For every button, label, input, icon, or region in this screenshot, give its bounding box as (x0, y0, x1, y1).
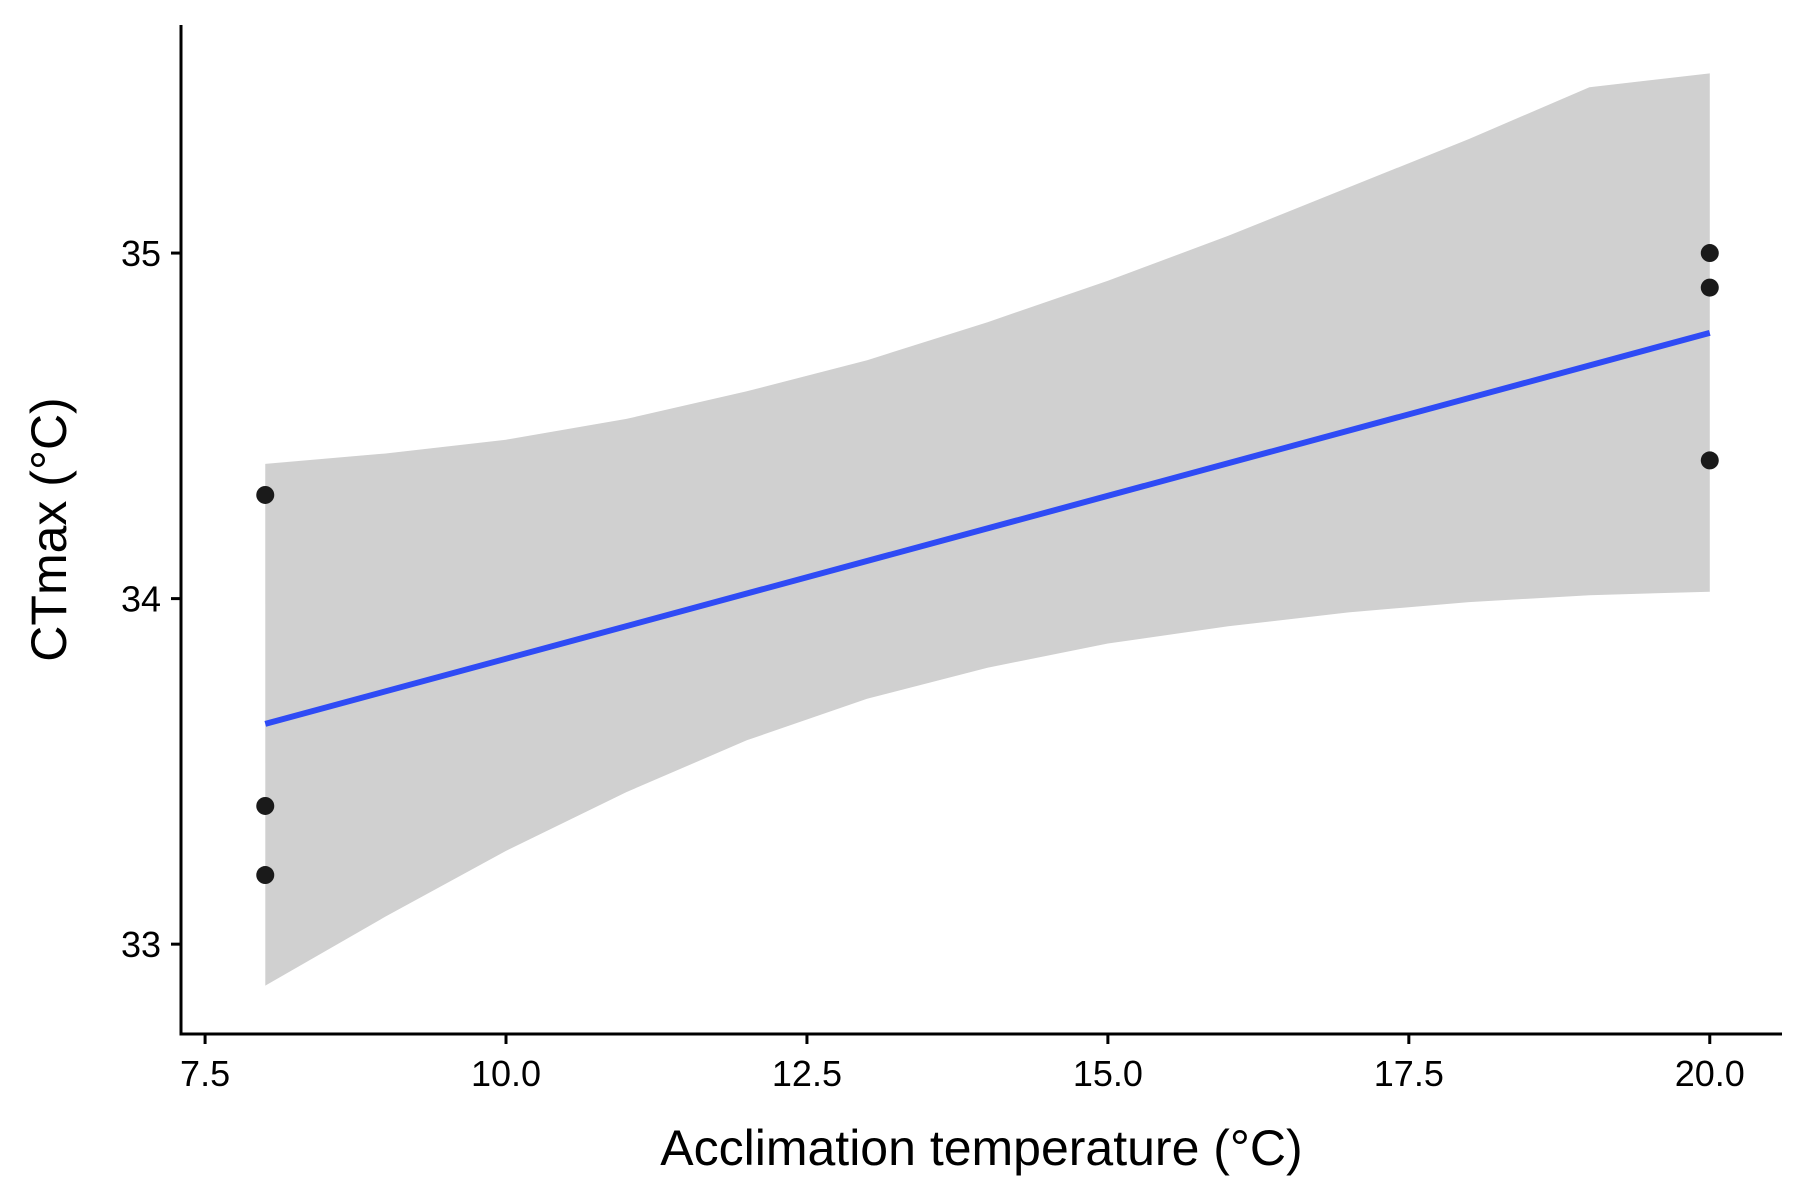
x-axis-ticks: 7.5 10.0 12.5 15.0 17.5 20.0 (180, 1034, 1745, 1094)
x-tick-label: 12.5 (772, 1053, 842, 1094)
y-tick-label: 34 (121, 579, 161, 620)
regression-line (264, 329, 1711, 727)
x-tick-label: 7.5 (180, 1053, 230, 1094)
axes: 33 34 35 7.5 10.0 12.5 15.0 17.5 20.0 (121, 25, 1782, 1094)
data-point (256, 866, 275, 885)
x-tick-label: 20.0 (1675, 1053, 1745, 1094)
x-tick-label: 15.0 (1073, 1053, 1143, 1094)
x-tick-label: 17.5 (1374, 1053, 1444, 1094)
x-axis-title: Acclimation temperature (°C) (660, 1120, 1302, 1176)
y-tick-label: 33 (121, 924, 161, 965)
data-points (256, 244, 1719, 885)
x-tick-label: 10.0 (471, 1053, 541, 1094)
y-tick-label: 35 (121, 233, 161, 274)
data-point (1700, 278, 1719, 297)
data-point (256, 485, 275, 504)
y-axis-title: CTmax (°C) (21, 397, 77, 661)
plot-area (256, 73, 1719, 986)
data-point (1700, 244, 1719, 263)
data-point (1700, 451, 1719, 470)
y-axis-ticks: 33 34 35 (121, 233, 181, 965)
data-point (256, 796, 275, 815)
